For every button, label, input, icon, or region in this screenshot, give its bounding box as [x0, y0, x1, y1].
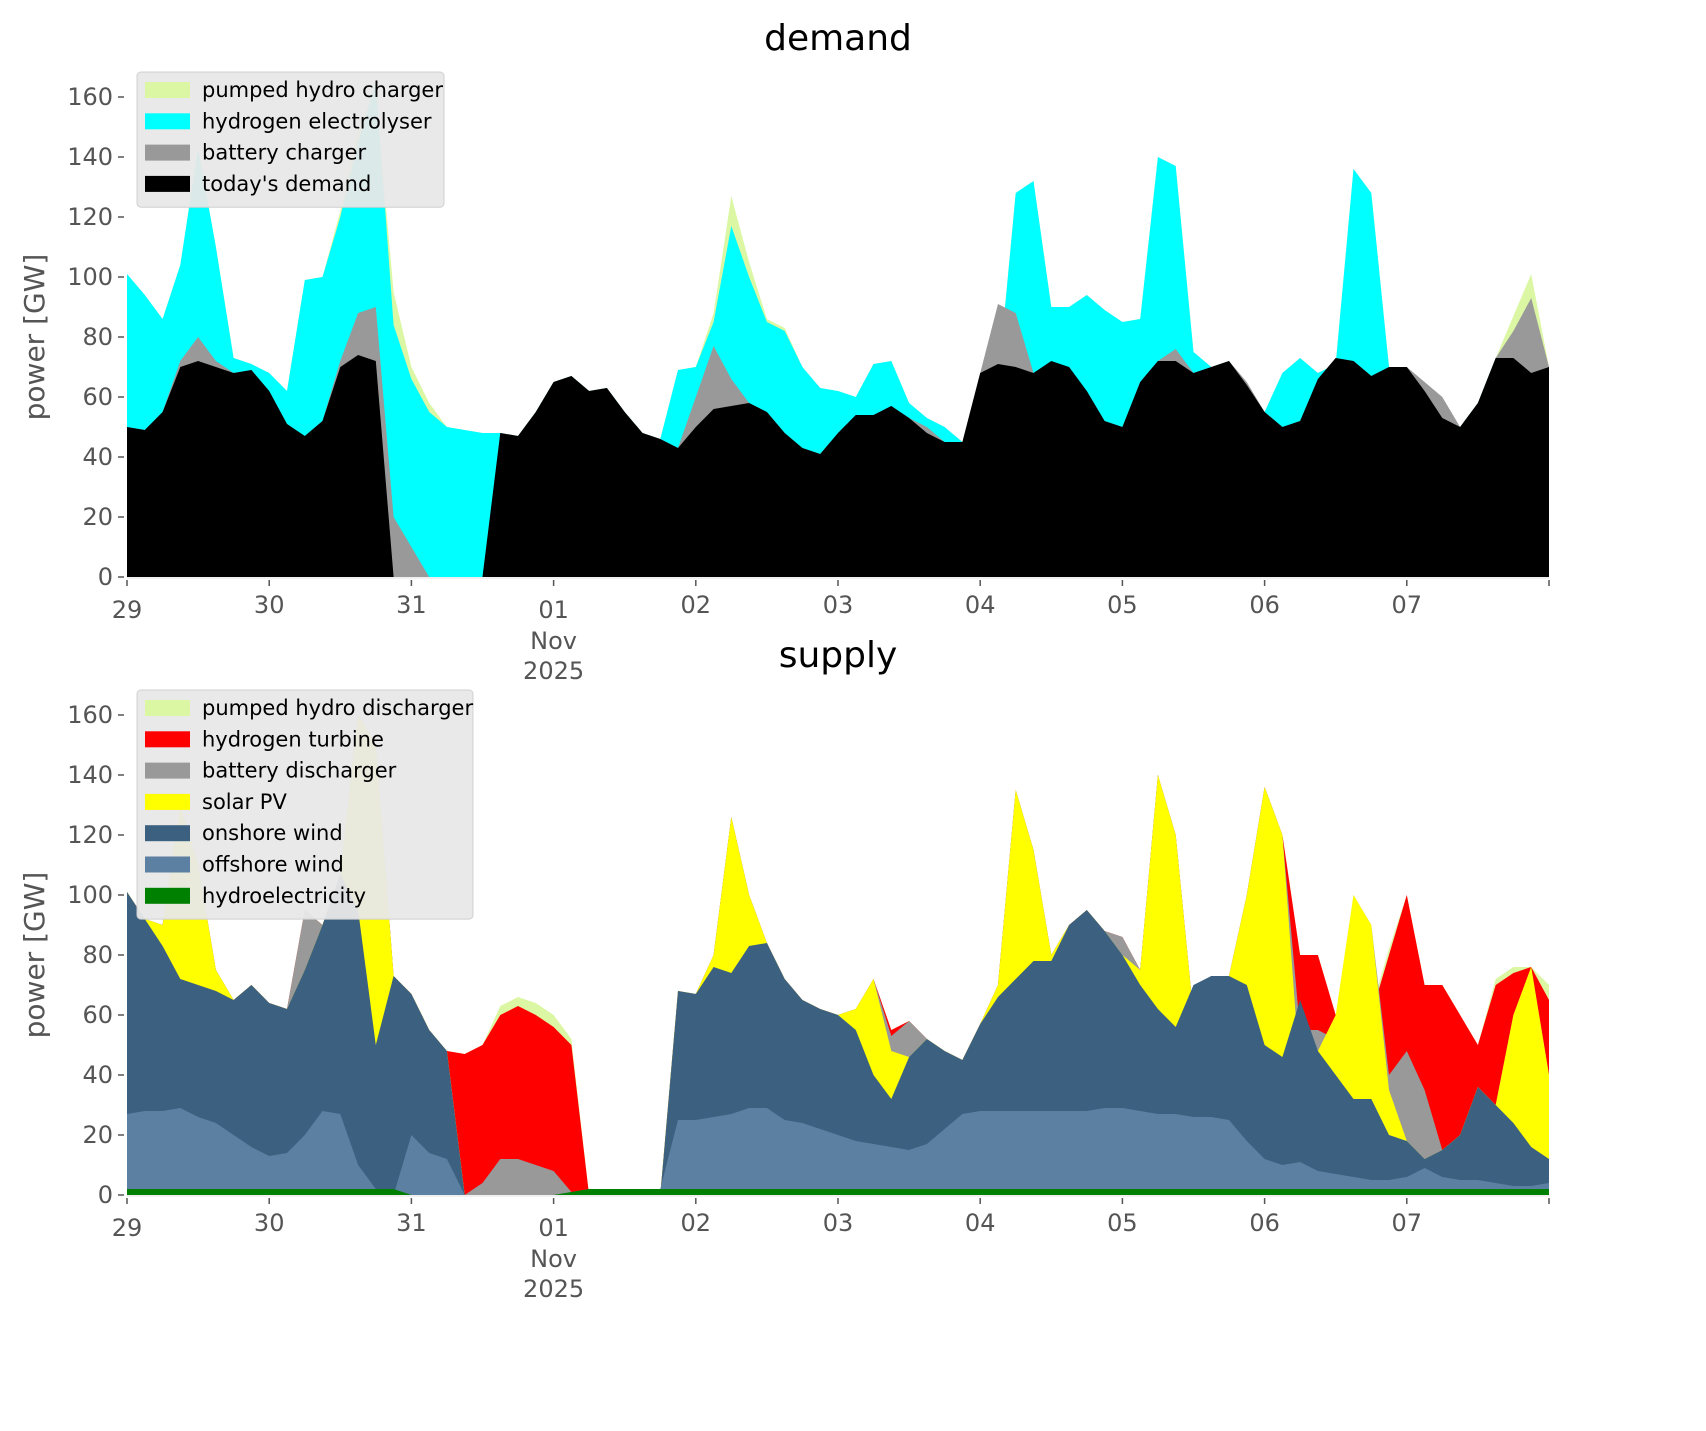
legend-label-hydrogen-turbine: hydrogen turbine: [202, 727, 384, 751]
x-tick-label: 06: [1249, 1209, 1280, 1237]
x-tick-label: 02: [681, 1209, 712, 1237]
legend-box: [136, 71, 445, 208]
y-tick-label: 140: [67, 143, 113, 171]
area-onshore-wind: [127, 874, 1549, 1195]
y-tick-label: 20: [82, 1121, 113, 1149]
x-tick-label: 06: [1249, 591, 1280, 619]
legend-label-today-s-demand: today's demand: [202, 172, 371, 196]
x-tick-label: 04: [965, 591, 996, 619]
x-tick-label: 02: [681, 591, 712, 619]
legend-swatch-pumped-hydro-discharger: [145, 700, 190, 716]
x-tick-label: 31: [396, 1209, 427, 1237]
x-tick-label: 05: [1107, 1209, 1138, 1237]
area-hydroelectricity: [127, 1189, 1549, 1195]
legend-box: [136, 689, 474, 920]
y-axis-label: power [GW]: [18, 254, 51, 421]
chart-title: supply: [779, 635, 898, 676]
legend-swatch-today-s-demand: [145, 175, 190, 192]
legend-swatch-hydroelectricity: [145, 887, 190, 904]
y-tick-label: 20: [82, 503, 113, 531]
y-tick-label: 80: [82, 323, 113, 351]
legend-label-pumped-hydro-charger: pumped hydro charger: [202, 78, 443, 102]
legend-swatch-hydrogen-turbine: [145, 731, 190, 748]
y-tick-label: 60: [82, 1001, 113, 1029]
x-tick-label: 01: [538, 596, 569, 624]
x-tick-label: 31: [396, 591, 427, 619]
y-tick-label: 120: [67, 203, 113, 231]
legend-label-pumped-hydro-discharger: pumped hydro discharger: [202, 696, 473, 720]
area-today-s-demand: [127, 355, 1549, 577]
legend-label-hydroelectricity: hydroelectricity: [202, 884, 366, 908]
legend-swatch-battery-charger: [145, 144, 190, 161]
x-tick-sublabel: 2025: [523, 657, 584, 685]
legend-swatch-battery-discharger: [145, 762, 190, 779]
area-offshore-wind: [127, 1108, 1549, 1195]
legend-swatch-pumped-hydro-charger: [145, 82, 190, 98]
legend-swatch-onshore-wind: [145, 825, 190, 842]
y-tick-label: 100: [67, 263, 113, 291]
x-tick-label: 04: [965, 1209, 996, 1237]
legend-swatch-hydrogen-electrolyser: [145, 113, 190, 130]
x-tick-sublabel: 2025: [523, 1275, 584, 1303]
x-tick-label: 30: [254, 1209, 285, 1237]
y-axis-label: power [GW]: [18, 872, 51, 1039]
x-tick-label: 03: [823, 591, 854, 619]
x-tick-label: 05: [1107, 591, 1138, 619]
x-tick-label: 30: [254, 591, 285, 619]
y-tick-label: 120: [67, 821, 113, 849]
legend-label-hydrogen-electrolyser: hydrogen electrolyser: [202, 109, 432, 133]
legend-swatch-solar-pv: [145, 793, 190, 810]
y-tick-label: 0: [98, 1181, 113, 1209]
legend-swatch-offshore-wind: [145, 856, 190, 873]
supply-areas: [127, 715, 1549, 1195]
x-tick-label: 29: [112, 1214, 143, 1242]
x-tick-label: 03: [823, 1209, 854, 1237]
legend-label-battery-charger: battery charger: [202, 141, 367, 165]
y-tick-label: 80: [82, 941, 113, 969]
legend-label-offshore-wind: offshore wind: [202, 853, 344, 877]
legend-label-onshore-wind: onshore wind: [202, 821, 343, 845]
y-tick-label: 40: [82, 443, 113, 471]
y-tick-label: 140: [67, 761, 113, 789]
y-tick-label: 0: [98, 563, 113, 591]
y-tick-label: 100: [67, 881, 113, 909]
x-tick-label: 29: [112, 596, 143, 624]
supply-legend: pumped hydro discharger hydrogen turbine b…: [136, 689, 474, 920]
y-tick-label: 160: [67, 83, 113, 111]
y-tick-label: 160: [67, 701, 113, 729]
x-tick-label: 07: [1392, 1209, 1423, 1237]
chart-title: demand: [764, 18, 912, 59]
legend-label-battery-discharger: battery discharger: [202, 759, 397, 783]
x-tick-sublabel: Nov: [530, 627, 577, 655]
x-tick-label: 01: [538, 1214, 569, 1242]
x-tick-sublabel: Nov: [530, 1245, 577, 1273]
y-tick-label: 60: [82, 383, 113, 411]
y-tick-label: 40: [82, 1061, 113, 1089]
demand-areas: [127, 82, 1549, 577]
legend-label-solar-pv: solar PV: [202, 790, 287, 814]
demand-legend: pumped hydro charger hydrogen electrolyse…: [136, 71, 445, 208]
x-tick-label: 07: [1392, 591, 1423, 619]
